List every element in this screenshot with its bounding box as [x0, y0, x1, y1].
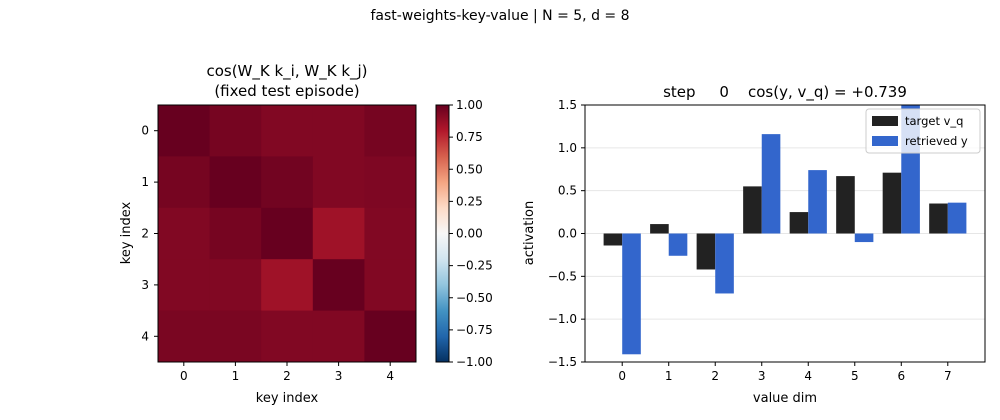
colorbar-tick-label: 0.00 [456, 227, 483, 241]
heatmap-cell-1-4 [364, 156, 417, 209]
legend: target v_q retrieved y [865, 108, 981, 154]
heatmap-y-tick-label: 4 [141, 329, 149, 343]
bar-chart-x-tick-label: 3 [758, 369, 766, 383]
bar-target-3 [743, 186, 762, 234]
bar-chart-x-tick-label: 1 [665, 369, 673, 383]
heatmap-y-tick-label: 3 [141, 278, 149, 292]
heatmap-x-tick-label: 1 [232, 369, 240, 383]
heatmap-x-tick-label: 3 [335, 369, 343, 383]
heatmap-cell-1-3 [312, 156, 365, 209]
bar-chart-y-tick-label: −1.0 [548, 312, 577, 326]
heatmap-cell-1-1 [209, 156, 262, 209]
heatmap-panel: cos(W_K k_i, W_K k_j) (fixed test episod… [119, 62, 417, 406]
heatmap-x-tick-label: 4 [386, 369, 394, 383]
colorbar-tick-label: 0.50 [456, 162, 483, 176]
heatmap-x-axis-label: key index [256, 391, 319, 406]
heatmap-cell-4-2 [261, 310, 314, 363]
heatmap-cell-2-4 [364, 207, 417, 260]
bar-chart-y-tick-label: 0.5 [558, 184, 577, 198]
heatmap-cell-0-4 [364, 105, 417, 157]
heatmap-cells [158, 105, 417, 363]
heatmap-cell-2-3 [312, 207, 365, 260]
bar-target-0 [603, 233, 623, 246]
heatmap-cell-3-0 [158, 259, 211, 312]
heatmap-x-tick-label: 0 [180, 369, 188, 383]
bar-chart-x-tick-label: 7 [944, 369, 952, 383]
heatmap-cell-1-2 [261, 156, 314, 209]
bar-chart-x-tick-label: 6 [897, 369, 905, 383]
bar-target-5 [836, 176, 855, 234]
colorbar-tick-label: −0.25 [456, 259, 493, 273]
bar-chart-title: step 0 cos(y, v_q) = +0.739 [663, 83, 907, 102]
colorbar-tick-label: −0.50 [456, 291, 493, 305]
bar-chart-x-tick-label: 4 [804, 369, 812, 383]
bar-chart-panel: step 0 cos(y, v_q) = +0.739 0 1 2 3 4 5 6 7 −1.… [522, 83, 986, 406]
legend-label-retrieved: retrieved y [905, 134, 968, 148]
heatmap-x-ticks: 0 1 2 3 4 [180, 362, 394, 383]
heatmap-cell-2-2 [261, 207, 314, 260]
bar-retrieved-2 [715, 233, 734, 294]
colorbar-tick-label: 0.75 [456, 130, 483, 144]
heatmap-y-ticks: 0 1 2 3 4 [141, 124, 158, 343]
bar-retrieved-5 [854, 233, 874, 243]
bar-chart-x-ticks: 0 1 2 3 4 5 6 7 [618, 362, 952, 383]
colorbar-ticks: 1.00 0.75 0.50 0.25 0.00 −0.25 −0.50 −0.75 −1.00 [449, 98, 493, 369]
bar-chart-y-tick-label: −1.5 [548, 355, 577, 369]
heatmap-cell-2-1 [209, 207, 262, 260]
colorbar-tick-label: −1.00 [456, 355, 493, 369]
bar-chart-x-tick-label: 0 [618, 369, 626, 383]
bar-chart-x-axis-label: value dim [753, 391, 817, 406]
heatmap-cell-4-0 [158, 310, 211, 363]
heatmap-cell-4-4 [364, 310, 417, 363]
heatmap-cell-0-0 [158, 105, 211, 157]
bar-retrieved-0 [622, 233, 641, 355]
colorbar: 1.00 0.75 0.50 0.25 0.00 −0.25 −0.50 −0.75 −1.00 [435, 98, 493, 369]
colorbar-tick-label: 0.25 [456, 194, 483, 208]
heatmap-y-axis-label: key index [119, 201, 134, 264]
colorbar-tick-label: −0.75 [456, 323, 493, 337]
bar-retrieved-4 [808, 170, 827, 234]
bar-retrieved-7 [947, 202, 967, 234]
bar-retrieved-3 [761, 134, 781, 234]
bar-chart-x-tick-label: 5 [851, 369, 859, 383]
bar-chart-y-tick-label: 1.5 [558, 98, 577, 112]
figure-suptitle: fast-weights-key-value | N = 5, d = 8 [370, 8, 629, 24]
bar-target-2 [696, 233, 716, 270]
bar-target-4 [789, 212, 809, 234]
heatmap-cell-0-3 [312, 105, 365, 157]
heatmap-y-tick-label: 1 [141, 175, 149, 189]
colorbar-tick-label: 1.00 [456, 98, 483, 112]
colorbar-gradient [435, 104, 450, 363]
bar-chart-y-tick-label: 1.0 [558, 141, 577, 155]
heatmap-y-tick-label: 0 [141, 124, 149, 138]
bar-chart-y-axis-label: activation [522, 201, 537, 265]
legend-label-target: target v_q [905, 114, 963, 128]
heatmap-cell-3-3 [312, 259, 365, 312]
bar-target-7 [929, 203, 948, 234]
heatmap-title-line-1: cos(W_K k_i, W_K k_j) [206, 62, 367, 81]
heatmap-cell-3-2 [261, 259, 314, 312]
legend-swatch-retrieved [872, 136, 898, 146]
bar-chart-y-ticks: −1.5 −1.0 −0.5 0.0 0.5 1.0 1.5 [548, 98, 585, 369]
heatmap-cell-0-2 [261, 105, 314, 157]
heatmap-y-tick-label: 2 [141, 227, 149, 241]
legend-swatch-target [872, 116, 898, 126]
bar-retrieved-1 [668, 233, 688, 256]
heatmap-cell-3-1 [209, 259, 262, 312]
heatmap-cell-4-1 [209, 310, 262, 363]
bar-chart-y-tick-label: 0.0 [558, 227, 577, 241]
heatmap-title-line-2: (fixed test episode) [214, 82, 359, 100]
bar-target-6 [882, 172, 902, 234]
bar-target-1 [650, 224, 669, 234]
heatmap-cell-3-4 [364, 259, 417, 312]
heatmap-cell-1-0 [158, 156, 211, 209]
heatmap-x-tick-label: 2 [283, 369, 291, 383]
bar-chart-x-tick-label: 2 [711, 369, 719, 383]
bar-chart-y-tick-label: −0.5 [548, 269, 577, 283]
heatmap-cell-0-1 [209, 105, 262, 157]
heatmap-cell-4-3 [312, 310, 365, 363]
heatmap-cell-2-0 [158, 207, 211, 260]
